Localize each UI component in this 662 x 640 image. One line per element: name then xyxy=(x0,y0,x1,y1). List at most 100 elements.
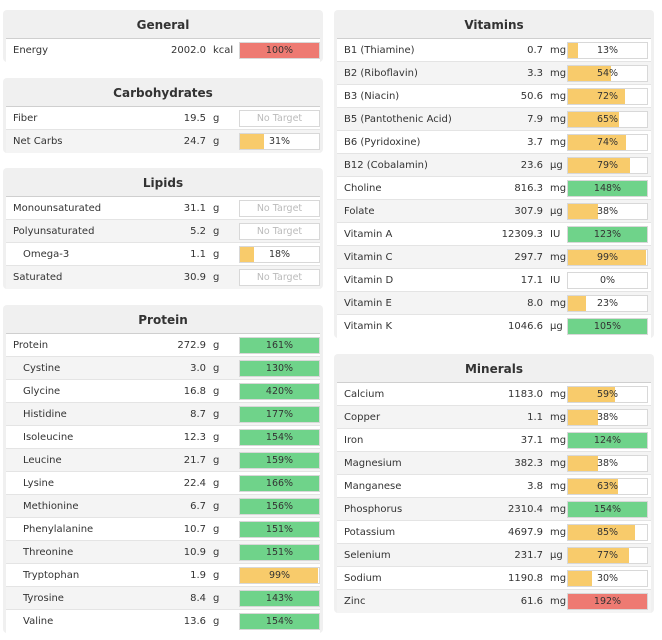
nutrient-name: Phosphorus xyxy=(344,504,403,515)
percent-label: 0% xyxy=(599,275,616,286)
nutrient-unit: g xyxy=(213,501,220,512)
percent-label: 100% xyxy=(265,45,294,56)
progress-fill xyxy=(568,594,647,609)
nutrient-amount: 4697.9 xyxy=(508,527,543,538)
nutrient-row-methionine[interactable]: Methionine 6.7 g 156% xyxy=(6,495,320,518)
lipids-panel: Lipids Monounsaturated 31.1 g No Target Polyu… xyxy=(3,168,323,289)
nutrient-row-vitamin-e[interactable]: Vitamin E 8.0 mg 23% xyxy=(337,292,651,315)
percent-label: 38% xyxy=(596,206,619,217)
nutrient-row-magnesium[interactable]: Magnesium 382.3 mg 38% xyxy=(337,452,651,475)
nutrient-unit: mg xyxy=(550,435,567,446)
percent-label: 154% xyxy=(265,616,294,627)
nutrient-name: Energy xyxy=(13,45,49,56)
progress-fill xyxy=(568,181,647,196)
nutrient-row-histidine[interactable]: Histidine 8.7 g 177% xyxy=(6,403,320,426)
carbohydrates-panel: Carbohydrates Fiber 19.5 g No Target Net Carb… xyxy=(3,78,323,153)
nutrient-row-vitamin-d[interactable]: Vitamin D 17.1 IU 0% xyxy=(337,269,651,292)
nutrient-row-threonine[interactable]: Threonine 10.9 g 151% xyxy=(6,541,320,564)
target-progress-bar: 151% xyxy=(239,544,320,561)
nutrient-row-b6-pyridoxine[interactable]: B6 (Pyridoxine) 3.7 mg 74% xyxy=(337,131,651,154)
target-progress-bar: 99% xyxy=(567,249,648,266)
percent-label: 13% xyxy=(596,45,619,56)
nutrient-row-monounsaturated[interactable]: Monounsaturated 31.1 g No Target xyxy=(6,197,320,220)
nutrient-row-b2-riboflavin[interactable]: B2 (Riboflavin) 3.3 mg 54% xyxy=(337,62,651,85)
nutrient-row-folate[interactable]: Folate 307.9 µg 38% xyxy=(337,200,651,223)
nutrient-unit: g xyxy=(213,249,220,260)
nutrient-row-b3-niacin[interactable]: B3 (Niacin) 50.6 mg 72% xyxy=(337,85,651,108)
target-progress-bar: 59% xyxy=(567,386,648,403)
nutrient-unit: g xyxy=(213,570,220,581)
nutrient-row-zinc[interactable]: Zinc 61.6 mg 192% xyxy=(337,590,651,613)
nutrient-unit: mg xyxy=(550,573,567,584)
target-progress-bar: 130% xyxy=(239,360,320,377)
nutrient-row-isoleucine[interactable]: Isoleucine 12.3 g 154% xyxy=(6,426,320,449)
nutrient-row-tyrosine[interactable]: Tyrosine 8.4 g 143% xyxy=(6,587,320,610)
percent-label: 124% xyxy=(593,435,622,446)
target-progress-bar: 74% xyxy=(567,134,648,151)
nutrient-unit: mg xyxy=(550,389,567,400)
nutrient-row-energy[interactable]: Energy 2002.0 kcal 100% xyxy=(6,39,320,62)
nutrient-row-protein[interactable]: Protein 272.9 g 161% xyxy=(6,334,320,357)
nutrient-row-choline[interactable]: Choline 816.3 mg 148% xyxy=(337,177,651,200)
nutrient-name: Potassium xyxy=(344,527,396,538)
protein-panel: Protein Protein 272.9 g 161% Cystine 3.0 g 130% G… xyxy=(3,305,323,633)
nutrient-row-glycine[interactable]: Glycine 16.8 g 420% xyxy=(6,380,320,403)
nutrient-row-calcium[interactable]: Calcium 1183.0 mg 59% xyxy=(337,383,651,406)
nutrient-unit: g xyxy=(213,113,220,124)
nutrient-unit: g xyxy=(213,226,220,237)
target-progress-bar: 85% xyxy=(567,524,648,541)
nutrient-row-leucine[interactable]: Leucine 21.7 g 159% xyxy=(6,449,320,472)
nutrient-row-b5-pantothenic-acid[interactable]: B5 (Pantothenic Acid) 7.9 mg 65% xyxy=(337,108,651,131)
nutrient-unit: µg xyxy=(550,550,563,561)
nutrient-row-selenium[interactable]: Selenium 231.7 µg 77% xyxy=(337,544,651,567)
nutrient-row-iron[interactable]: Iron 37.1 mg 124% xyxy=(337,429,651,452)
nutrient-row-lysine[interactable]: Lysine 22.4 g 166% xyxy=(6,472,320,495)
nutrient-amount: 50.6 xyxy=(520,91,543,102)
target-progress-bar: 23% xyxy=(567,295,648,312)
target-progress-bar: 151% xyxy=(239,521,320,538)
nutrient-unit: g xyxy=(213,547,220,558)
nutrient-row-cystine[interactable]: Cystine 3.0 g 130% xyxy=(6,357,320,380)
nutrient-row-tryptophan[interactable]: Tryptophan 1.9 g 99% xyxy=(6,564,320,587)
progress-fill xyxy=(568,112,620,127)
nutrient-unit: g xyxy=(213,455,220,466)
nutrient-unit: g xyxy=(213,203,220,214)
progress-fill xyxy=(240,247,255,262)
progress-fill xyxy=(568,89,625,104)
nutrient-row-valine[interactable]: Valine 13.6 g 154% xyxy=(6,610,320,633)
nutrient-row-sodium[interactable]: Sodium 1190.8 mg 30% xyxy=(337,567,651,590)
nutrient-name: Protein xyxy=(13,340,49,351)
percent-label: 72% xyxy=(596,91,619,102)
nutrient-row-polyunsaturated[interactable]: Polyunsaturated 5.2 g No Target xyxy=(6,220,320,243)
nutrient-row-omega-3[interactable]: Omega-3 1.1 g 18% xyxy=(6,243,320,266)
nutrient-row-copper[interactable]: Copper 1.1 mg 38% xyxy=(337,406,651,429)
nutrient-unit: g xyxy=(213,340,220,351)
no-target-label: No Target xyxy=(256,113,303,124)
nutrient-amount: 16.8 xyxy=(183,386,206,397)
target-progress-bar: 65% xyxy=(567,111,648,128)
nutrient-row-b12-cobalamin[interactable]: B12 (Cobalamin) 23.6 µg 79% xyxy=(337,154,651,177)
nutrient-name: B5 (Pantothenic Acid) xyxy=(344,114,452,125)
nutrient-unit: mg xyxy=(550,45,567,56)
nutrient-row-vitamin-a[interactable]: Vitamin A 12309.3 IU 123% xyxy=(337,223,651,246)
nutrient-row-net-carbs[interactable]: Net Carbs 24.7 g 31% xyxy=(6,130,320,153)
nutrient-row-phosphorus[interactable]: Phosphorus 2310.4 mg 154% xyxy=(337,498,651,521)
nutrient-row-b1-thiamine[interactable]: B1 (Thiamine) 0.7 mg 13% xyxy=(337,39,651,62)
percent-label: 177% xyxy=(265,409,294,420)
nutrient-row-phenylalanine[interactable]: Phenylalanine 10.7 g 151% xyxy=(6,518,320,541)
target-progress-bar: 143% xyxy=(239,590,320,607)
nutrient-row-manganese[interactable]: Manganese 3.8 mg 63% xyxy=(337,475,651,498)
nutrient-amount: 2002.0 xyxy=(171,45,206,56)
nutrient-unit: g xyxy=(213,478,220,489)
nutrient-row-saturated[interactable]: Saturated 30.9 g No Target xyxy=(6,266,320,289)
lipids-panel-title: Lipids xyxy=(6,171,320,197)
percent-label: 38% xyxy=(596,412,619,423)
percent-label: 30% xyxy=(596,573,619,584)
target-progress-bar: 13% xyxy=(567,42,648,59)
nutrient-row-vitamin-k[interactable]: Vitamin K 1046.6 µg 105% xyxy=(337,315,651,338)
nutrient-row-fiber[interactable]: Fiber 19.5 g No Target xyxy=(6,107,320,130)
percent-label: 148% xyxy=(593,183,622,194)
progress-fill xyxy=(240,453,319,468)
nutrient-row-potassium[interactable]: Potassium 4697.9 mg 85% xyxy=(337,521,651,544)
nutrient-row-vitamin-c[interactable]: Vitamin C 297.7 mg 99% xyxy=(337,246,651,269)
